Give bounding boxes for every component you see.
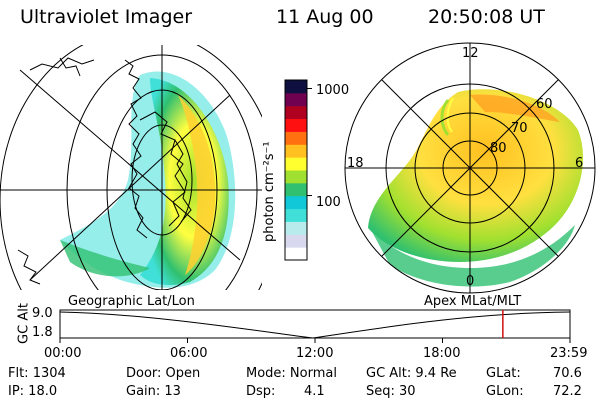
- mlat-label-70: 70: [511, 121, 528, 136]
- altitude-frame: [59, 309, 571, 339]
- colorbar-unit-label: photon cm⁻²s⁻¹: [262, 141, 277, 242]
- colorbar-stripe: [285, 221, 307, 235]
- colorbar-stripe: [285, 80, 307, 94]
- colorbar-stripe: [285, 118, 307, 132]
- alt-xtick-2359: 23:59: [550, 346, 588, 361]
- mlat-label-60: 60: [536, 97, 553, 112]
- altitude-curve: [59, 311, 571, 339]
- colorbar-stripe: [285, 195, 307, 210]
- polar-plot: [344, 42, 596, 294]
- date-label: 11 Aug 00: [276, 6, 374, 28]
- altitude-plot: [59, 309, 571, 343]
- mlt-label-18: 18: [347, 156, 364, 171]
- apex-caption: Apex MLat/MLT: [424, 294, 522, 309]
- dsp-label: Dsp:: [246, 384, 276, 399]
- instrument-title: Ultraviolet Imager: [20, 6, 193, 28]
- mlt-label-0: 0: [466, 274, 475, 289]
- colorbar-stripe: [285, 170, 307, 184]
- alt-xtick-0000: 00:00: [44, 346, 82, 361]
- colorbar-stripe: [285, 131, 307, 145]
- colorbar-stripe: [285, 208, 307, 222]
- alt-xtick-0600: 06:00: [170, 346, 208, 361]
- alt-ytick-9: 9.0: [32, 306, 53, 321]
- colorbar-stripe: [285, 234, 307, 248]
- flight-number: Flt: 1304: [8, 366, 66, 381]
- ip-value: IP: 18.0: [8, 384, 58, 399]
- glon-label: GLon:: [486, 384, 524, 399]
- aurora-image-polar: [368, 89, 584, 263]
- dsp-value: 4.1: [304, 384, 325, 399]
- mlt-label-6: 6: [575, 156, 584, 171]
- glon-value: 72.2: [553, 384, 582, 399]
- colorbar-frame: [284, 79, 308, 261]
- colorbar-stripe: [285, 105, 307, 120]
- geographic-map: [0, 45, 262, 290]
- colorbar-stripe: [285, 92, 307, 107]
- colorbar-tick-1000: 1000: [316, 83, 350, 98]
- alt-xtick-1200: 12:00: [296, 346, 334, 361]
- colorbar-stripe: [285, 157, 307, 171]
- gc-altitude: GC Alt: 9.4 Re: [366, 366, 457, 381]
- alt-xtick-1800: 18:00: [423, 346, 461, 361]
- sequence-number: Seq: 30: [366, 384, 416, 399]
- glat-value: 70.6: [553, 366, 582, 381]
- mlat-label-80: 80: [490, 141, 507, 156]
- mlt-label-12: 12: [462, 46, 479, 61]
- alt-ytick-1.8: 1.8: [32, 325, 53, 340]
- colorbar-stripe: [285, 247, 307, 261]
- colorbar-stripe: [285, 182, 307, 197]
- colorbar-tick-100: 100: [316, 195, 341, 210]
- geographic-caption: Geographic Lat/Lon: [68, 294, 195, 309]
- gain-value: Gain: 13: [126, 384, 181, 399]
- time-label: 20:50:08 UT: [428, 6, 545, 28]
- mode-value: Mode: Normal: [246, 366, 337, 381]
- door-status: Door: Open: [126, 366, 201, 381]
- glat-label: GLat:: [486, 366, 521, 381]
- colorbar-stripe: [285, 144, 307, 158]
- colorbar: [284, 79, 312, 261]
- alt-ylabel: GC Alt: [16, 303, 32, 344]
